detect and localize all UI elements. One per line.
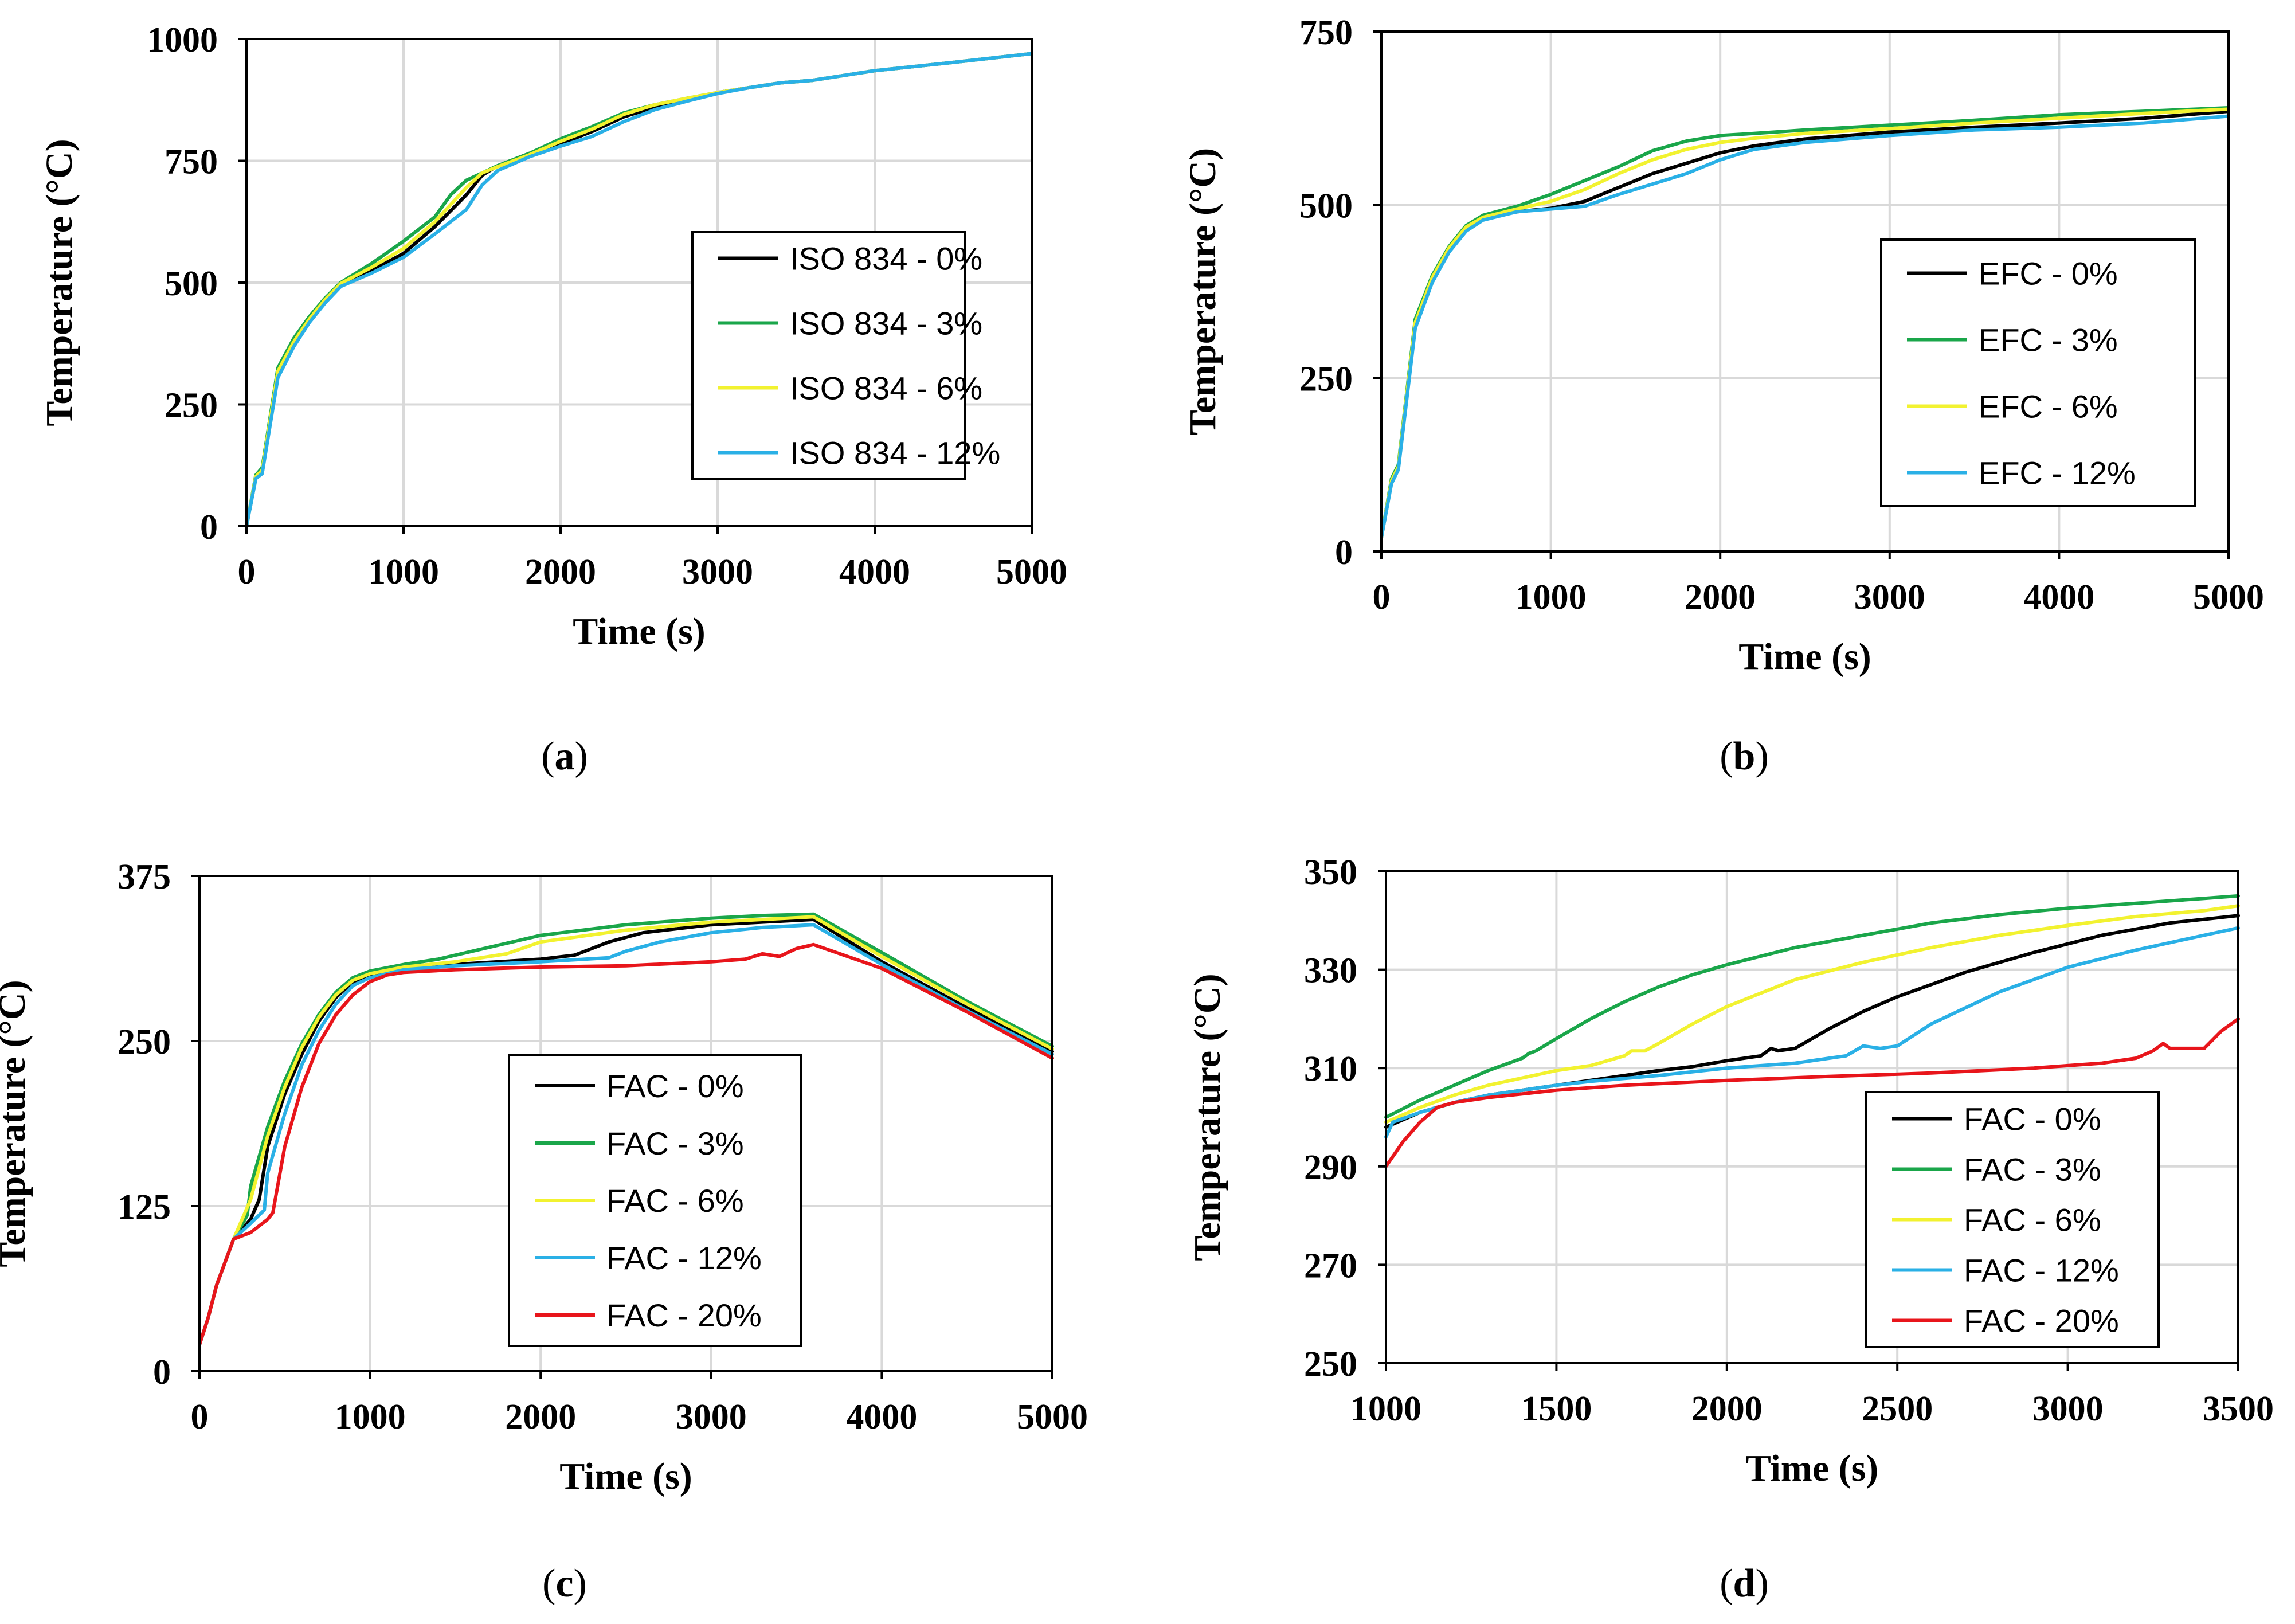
x-tick-label: 3000 (1854, 578, 1925, 617)
x-tick-label: 0 (1373, 578, 1391, 617)
legend-label: ISO 834 - 0% (790, 241, 982, 277)
series-line-blue (245, 52, 1033, 528)
series-line-yellow (198, 915, 1054, 1347)
legend-label: FAC - 20% (606, 1297, 762, 1333)
x-tick-label: 3000 (682, 553, 753, 592)
legend-label: FAC - 20% (1964, 1303, 2119, 1339)
panel-c: 0 1000 2000 3000 4000 5000 0 125 250 375 Time (s) T… (0, 858, 1088, 1606)
legend-label: FAC - 6% (1964, 1202, 2101, 1238)
x-tick-label: 1000 (1515, 578, 1587, 617)
x-tick-label: 3000 (676, 1398, 747, 1437)
y-tick-label: 270 (1304, 1246, 1357, 1285)
legend-label: ISO 834 - 3% (790, 306, 982, 342)
y-tick-label: 500 (1299, 186, 1353, 225)
series-line-yellow (1380, 107, 2230, 539)
x-tick-label: 5000 (996, 553, 1067, 592)
legend: EFC - 0% EFC - 3% EFC - 6% EFC - 12% (1880, 238, 2196, 507)
x-axis-label: Time (s) (1738, 636, 1871, 678)
legend-label: EFC - 6% (1979, 389, 2118, 425)
y-axis-label: Temperature (°C) (38, 139, 80, 426)
y-tick-label: 0 (153, 1353, 171, 1392)
y-tick-label: 750 (1299, 13, 1353, 52)
legend: FAC - 0% FAC - 3% FAC - 6% FAC - 12% FAC - 2… (1865, 1091, 2160, 1348)
y-tick-label: 330 (1304, 952, 1357, 991)
legend: FAC - 0% FAC - 3% FAC - 6% FAC - 12% FAC - 2… (508, 1054, 802, 1347)
x-axis-label: Time (s) (573, 611, 706, 652)
panel-b: 0 1000 2000 3000 4000 5000 0 250 500 750 Time (s) T… (1182, 13, 2264, 778)
legend-box (691, 231, 966, 480)
y-tick-label: 350 (1304, 853, 1357, 892)
legend-label: ISO 834 - 12% (790, 435, 1000, 471)
legend-label: FAC - 0% (606, 1068, 744, 1104)
legend-label: EFC - 0% (1979, 256, 2118, 292)
y-axis-label: Temperature (°C) (1186, 973, 1228, 1261)
legend-label: FAC - 12% (1964, 1253, 2119, 1289)
plot-frame (1385, 870, 2239, 1364)
x-tick-label: 1000 (335, 1398, 406, 1437)
x-tick-label: 0 (191, 1398, 209, 1437)
x-tick-label: 4000 (2023, 578, 2094, 617)
x-tick-label: 4000 (846, 1398, 917, 1437)
x-tick-label: 2000 (525, 553, 596, 592)
series-line-blue (198, 923, 1054, 1347)
x-tick-label: 1000 (1350, 1390, 1421, 1429)
series-line-green (1384, 894, 2240, 1119)
y-tick-label: 250 (1304, 1345, 1357, 1384)
x-tick-label: 1500 (1521, 1390, 1592, 1429)
x-tick-label: 5000 (2193, 578, 2264, 617)
series-line-green (198, 912, 1054, 1347)
x-tick-label: 3000 (2032, 1390, 2104, 1429)
x-tick-label: 4000 (839, 553, 910, 592)
y-tick-label: 250 (118, 1023, 171, 1062)
y-tick-label: 250 (1299, 360, 1353, 399)
y-tick-label: 750 (165, 143, 218, 182)
panel-caption: (a) (541, 734, 588, 778)
panel-d: 1000 1500 2000 2500 3000 3500 250 270 290 310 330 3… (1186, 853, 2274, 1606)
x-tick-label: 1000 (368, 553, 439, 592)
x-tick-label: 2000 (1685, 578, 1756, 617)
y-tick-label: 375 (118, 858, 171, 897)
x-tick-label: 2000 (505, 1398, 576, 1437)
y-tick-label: 250 (165, 386, 218, 425)
series-line-blue (1380, 114, 2230, 539)
y-axis-label: Temperature (°C) (0, 980, 33, 1267)
legend-label: FAC - 6% (606, 1183, 744, 1219)
plot-frame (1380, 30, 2230, 553)
x-axis-label: Time (s) (1746, 1447, 1879, 1489)
x-tick-label: 5000 (1017, 1398, 1088, 1437)
legend-label: ISO 834 - 6% (790, 370, 982, 406)
y-tick-label: 125 (118, 1188, 171, 1227)
panel-caption: (d) (1720, 1562, 1769, 1606)
series-line-red (1384, 1017, 2240, 1168)
legend-label: FAC - 12% (606, 1240, 762, 1276)
y-tick-label: 290 (1304, 1148, 1357, 1187)
legend-label: FAC - 0% (1964, 1101, 2101, 1137)
panel-caption: (c) (542, 1562, 587, 1606)
x-tick-label: 2000 (1691, 1390, 1763, 1429)
x-tick-label: 2500 (1862, 1390, 1933, 1429)
legend-label: EFC - 3% (1979, 322, 2118, 358)
y-tick-label: 500 (165, 264, 218, 303)
legend: ISO 834 - 0% ISO 834 - 3% ISO 834 - 6% ISO … (691, 231, 1000, 480)
panel-caption: (b) (1720, 734, 1769, 778)
legend-label: FAC - 3% (606, 1125, 744, 1161)
y-tick-label: 310 (1304, 1050, 1357, 1089)
series-line-red (198, 942, 1054, 1347)
panel-a: 0 1000 2000 3000 4000 5000 0 250 500 750 1000 Time … (38, 21, 1067, 778)
y-tick-label: 0 (200, 508, 218, 547)
y-tick-label: 0 (1335, 533, 1353, 572)
y-tick-label: 1000 (147, 21, 218, 60)
x-tick-label: 0 (238, 553, 256, 592)
legend-label: EFC - 12% (1979, 455, 2136, 491)
legend-label: FAC - 3% (1964, 1152, 2101, 1188)
plot-frame (198, 875, 1053, 1372)
legend-box (1880, 238, 2196, 507)
x-axis-label: Time (s) (559, 1455, 692, 1497)
y-axis-label: Temperature (°C) (1182, 148, 1224, 435)
series-line-yellow (1384, 904, 2240, 1124)
x-tick-label: 3500 (2203, 1390, 2274, 1429)
